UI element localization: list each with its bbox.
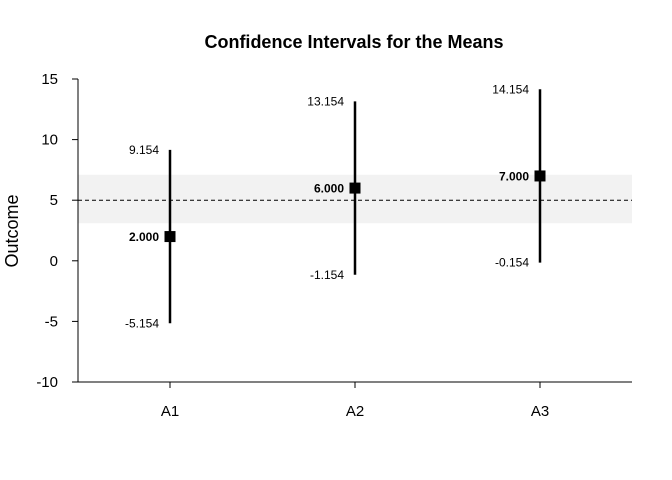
plot-area: -10 -5 0 5 10 15 A1 A2 A3 9.154 -5.154 2.000 13.154 -…: [36, 71, 632, 420]
x-tick-label: A1: [161, 403, 179, 420]
upper-bound-label: 14.154: [492, 82, 529, 96]
y-tick-label: -10: [36, 374, 58, 391]
y-tick-label: 5: [50, 192, 58, 209]
mean-marker-a1: [164, 231, 176, 243]
lower-bound-label: -1.154: [310, 268, 344, 282]
mean-label: 6.000: [314, 182, 344, 196]
mean-marker-a2: [349, 182, 361, 194]
y-tick-label: 10: [41, 132, 58, 149]
x-tick-label: A2: [346, 403, 364, 420]
lower-bound-label: -5.154: [125, 316, 159, 330]
x-tick-label: A3: [531, 403, 549, 420]
mean-label: 7.000: [499, 169, 529, 183]
upper-bound-label: 9.154: [129, 143, 159, 157]
y-tick-label: 0: [50, 253, 58, 270]
chart-title: Confidence Intervals for the Means: [204, 32, 503, 52]
y-tick-label: -5: [45, 313, 58, 330]
mean-label: 2.000: [129, 230, 159, 244]
mean-marker-a3: [534, 170, 546, 182]
y-tick-label: 15: [41, 71, 58, 88]
upper-bound-label: 13.154: [307, 94, 344, 108]
lower-bound-label: -0.154: [495, 256, 529, 270]
y-axis-label: Outcome: [2, 194, 22, 267]
